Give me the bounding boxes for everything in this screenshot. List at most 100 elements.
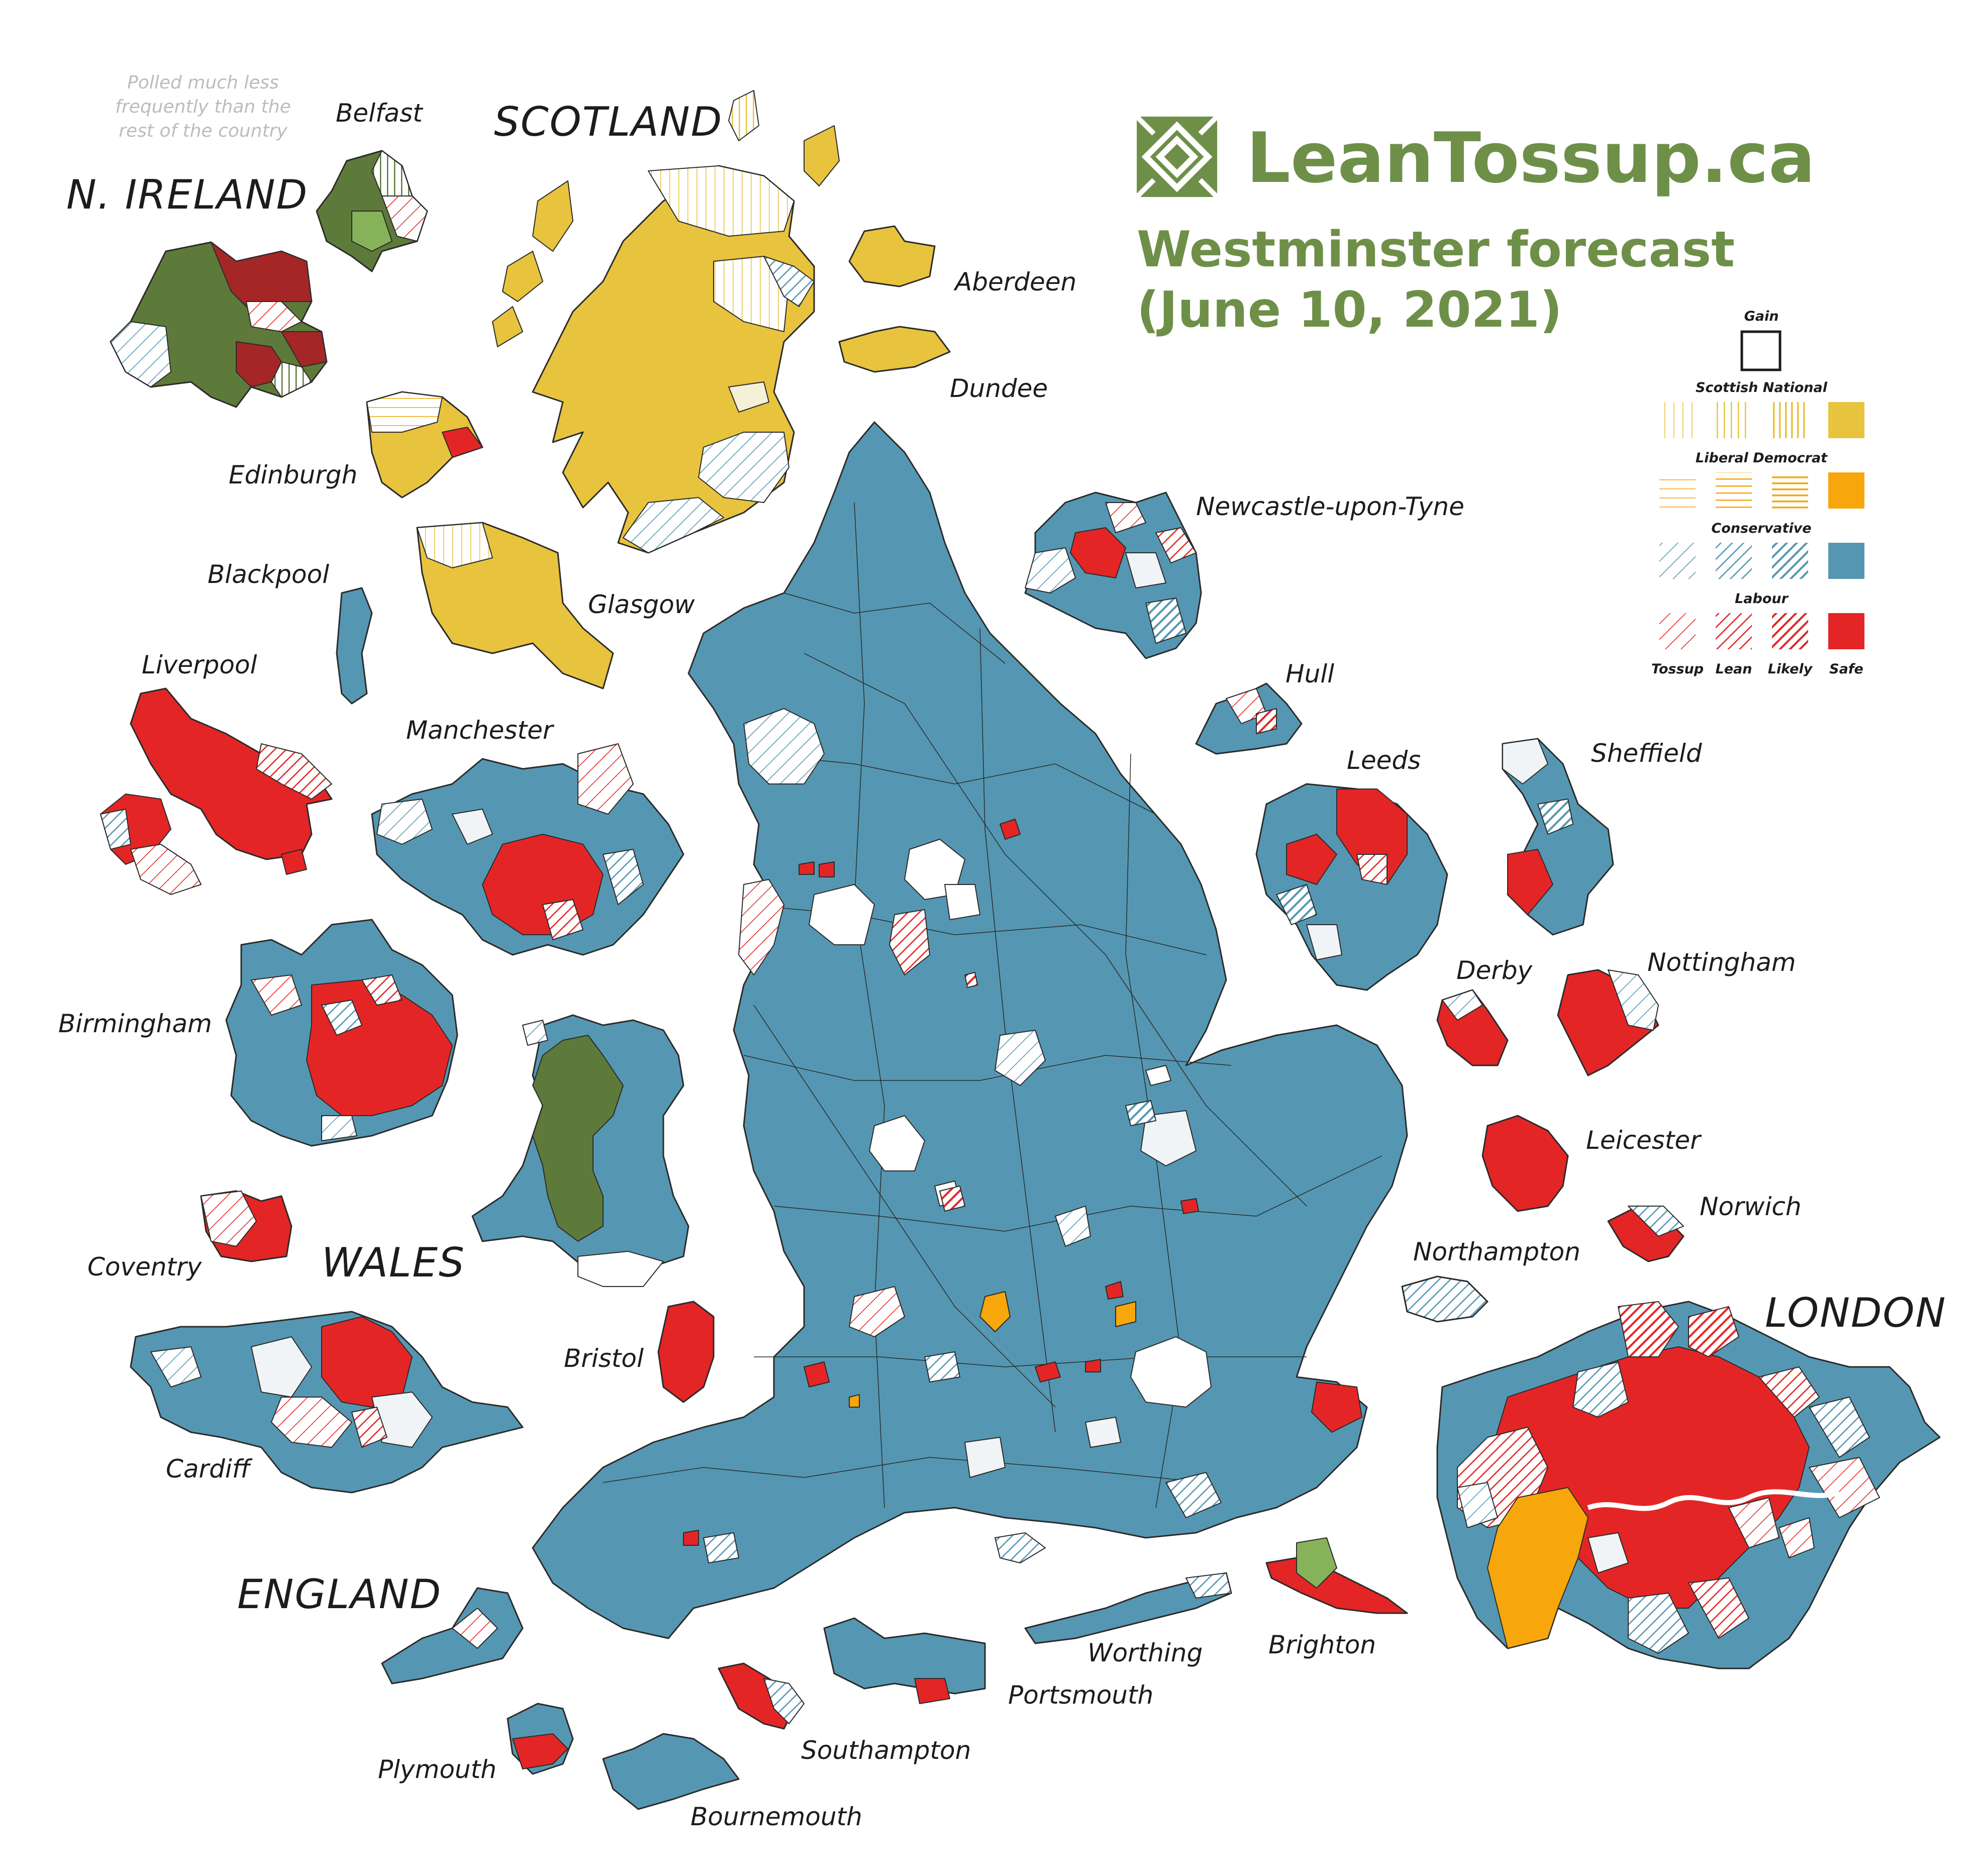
city-label-belfast: Belfast xyxy=(336,98,424,128)
city-label-blackpool: Blackpool xyxy=(208,560,329,589)
region-label-england: ENGLAND xyxy=(237,1571,442,1618)
leantossup-diamond-logo-icon xyxy=(1135,115,1219,199)
city-label-birmingham: Birmingham xyxy=(58,1009,212,1038)
n-ireland-map xyxy=(110,241,328,408)
dundee-map xyxy=(838,326,951,373)
legend-lab-lean xyxy=(1716,613,1752,649)
city-label-cardiff: Cardiff xyxy=(166,1454,253,1484)
leeds-map xyxy=(1255,783,1448,991)
newcastle-map xyxy=(1024,491,1202,659)
bristol-map xyxy=(657,1301,715,1403)
city-label-portsmouth: Portsmouth xyxy=(1008,1681,1153,1710)
city-label-aberdeen: Aberdeen xyxy=(953,267,1076,297)
city-label-dundee: Dundee xyxy=(950,374,1048,403)
birmingham-map xyxy=(225,919,458,1147)
cornwall-strip xyxy=(381,1587,524,1685)
region-label-london: LONDON xyxy=(1765,1290,1946,1336)
legend-libdem-likely xyxy=(1772,472,1808,509)
edinburgh-map xyxy=(366,391,483,499)
thames-river xyxy=(1587,1489,1840,1511)
legend-lab-tossup xyxy=(1659,613,1696,649)
region-label-scotland: SCOTLAND xyxy=(494,98,723,145)
norwich-map xyxy=(1607,1205,1685,1262)
manchester-map xyxy=(371,743,684,956)
city-label-norwich: Norwich xyxy=(1700,1192,1802,1221)
legend-snp-lean xyxy=(1716,402,1752,438)
constituency-borders xyxy=(603,502,1382,1508)
legend-party-snp: Scottish National xyxy=(1696,380,1828,396)
legend-party-libdem: Liberal Democrat xyxy=(1696,450,1828,466)
city-label-southampton: Southampton xyxy=(801,1736,971,1765)
forecast-title: Westminster forecast xyxy=(1137,221,1735,278)
legend-lab-likely xyxy=(1772,613,1808,649)
coventry-map xyxy=(200,1190,292,1262)
city-label-derby: Derby xyxy=(1456,956,1533,985)
legend-con-lean xyxy=(1716,543,1752,579)
note-line-2: frequently than the xyxy=(115,96,290,117)
legend-snp-likely xyxy=(1772,402,1808,438)
hull-map xyxy=(1195,682,1303,755)
legend-level-tossup: Tossup xyxy=(1651,661,1704,677)
legend-gain-swatch xyxy=(1740,330,1782,371)
legend-con-safe xyxy=(1828,543,1864,579)
belfast-map xyxy=(316,150,428,272)
brand-block: LeanTossup.ca Westminster forecast (June… xyxy=(1135,115,1815,339)
forecast-date: (June 10, 2021) xyxy=(1137,281,1562,339)
city-label-liverpool: Liverpool xyxy=(142,650,257,679)
portsmouth-map xyxy=(823,1617,986,1704)
legend-libdem-lean xyxy=(1716,472,1752,509)
city-label-plymouth: Plymouth xyxy=(378,1755,497,1784)
city-label-worthing: Worthing xyxy=(1088,1638,1203,1667)
legend-level-lean: Lean xyxy=(1716,661,1752,677)
scotland-map xyxy=(492,90,840,554)
glasgow-map xyxy=(416,522,614,689)
isle-of-wight xyxy=(995,1532,1046,1563)
legend-libdem-safe xyxy=(1828,472,1864,509)
northampton-map xyxy=(1401,1275,1489,1323)
legend-con-tossup xyxy=(1659,543,1696,579)
note-line-3: rest of the country xyxy=(119,121,287,141)
brighton-map xyxy=(1265,1537,1408,1614)
sheffield-map xyxy=(1502,738,1614,936)
legend-con-likely xyxy=(1772,543,1808,579)
city-label-leeds: Leeds xyxy=(1347,746,1421,775)
liverpool-map xyxy=(100,687,333,895)
city-label-newcastle: Newcastle-upon-Tyne xyxy=(1196,492,1464,521)
site-name: LeanTossup.ca xyxy=(1246,118,1815,199)
legend-gain-label: Gain xyxy=(1744,309,1779,324)
wales-map xyxy=(471,1014,689,1287)
england-map xyxy=(532,421,1408,1639)
polling-note: Polled much less frequently than the res… xyxy=(115,72,290,141)
legend-snp-tossup xyxy=(1659,402,1696,438)
leicester-map xyxy=(1481,1115,1569,1212)
note-line-1: Polled much less xyxy=(127,72,279,93)
legend-level-safe: Safe xyxy=(1829,661,1863,677)
legend-snp-safe xyxy=(1828,402,1864,438)
london-map xyxy=(1436,1301,1941,1669)
city-label-sheffield: Sheffield xyxy=(1591,739,1702,768)
city-label-coventry: Coventry xyxy=(87,1252,203,1281)
city-label-nottingham: Nottingham xyxy=(1647,948,1796,977)
legend-party-conservative: Conservative xyxy=(1711,521,1811,536)
city-label-bristol: Bristol xyxy=(564,1344,644,1373)
legend-level-likely: Likely xyxy=(1768,661,1813,677)
aberdeen-map xyxy=(848,225,936,287)
city-label-manchester: Manchester xyxy=(406,716,555,745)
legend-lab-safe xyxy=(1828,613,1864,649)
blackpool-map xyxy=(336,587,373,705)
plymouth-map xyxy=(507,1703,574,1775)
cardiff-map xyxy=(130,1311,524,1494)
legend-libdem-tossup xyxy=(1659,472,1696,509)
legend: Gain Scottish National Liberal Democrat … xyxy=(1651,309,1864,677)
city-label-bournemouth: Bournemouth xyxy=(690,1802,862,1831)
southampton-map xyxy=(718,1662,805,1730)
nottingham-map xyxy=(1557,969,1659,1076)
bournemouth-map xyxy=(602,1733,740,1810)
city-label-edinburgh: Edinburgh xyxy=(229,460,357,489)
derby-map xyxy=(1436,989,1509,1066)
region-label-wales: WALES xyxy=(322,1239,465,1286)
city-label-leicester: Leicester xyxy=(1586,1126,1702,1155)
legend-party-labour: Labour xyxy=(1735,591,1789,607)
